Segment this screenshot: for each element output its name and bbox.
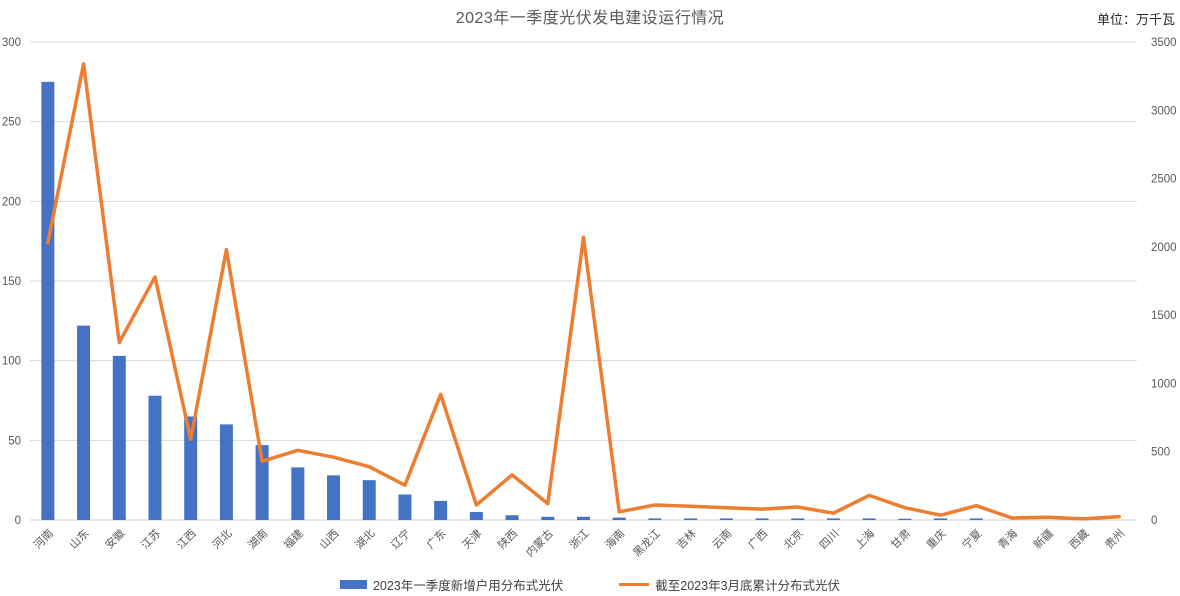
bar [148, 395, 162, 520]
x-axis-category-label: 北京 [780, 526, 805, 551]
right-axis-tick-label: 1500 [1151, 310, 1177, 322]
legend-item-line-series: 截至2023年3月底累计分布式光伏 [619, 575, 840, 594]
bar [755, 518, 769, 520]
x-axis-category-label: 黑龙江 [631, 527, 664, 560]
right-axis-tick-label: 500 [1151, 447, 1170, 459]
x-axis-category-label: 重庆 [923, 526, 948, 551]
x-axis-category-label: 四川 [818, 528, 842, 552]
x-axis-category-label: 宁夏 [959, 526, 984, 551]
x-axis-category-label: 浙江 [567, 527, 592, 552]
x-axis-category-label: 辽宁 [388, 526, 413, 551]
chart-title: 2023年一季度光伏发电建设运行情况 [455, 10, 725, 27]
bar [541, 516, 555, 520]
left-axis-tick-label: 250 [2, 117, 21, 129]
bar [77, 325, 91, 520]
legend: 2023年一季度新增户用分布式光伏 截至2023年3月底累计分布式光伏 [0, 575, 1180, 594]
x-axis-category-label: 河北 [210, 527, 235, 552]
bar [648, 518, 662, 520]
bar [255, 445, 269, 520]
x-axis-category-label: 海南 [602, 526, 627, 551]
bar [362, 480, 376, 520]
x-axis-category-label: 广东 [424, 527, 449, 552]
x-axis-category-label: 内蒙古 [523, 526, 556, 559]
bar-series-swatch-icon [339, 580, 367, 589]
x-axis-category-label: 江西 [174, 527, 199, 552]
plot-area: 0501001502002503000500100015002000250030… [2, 37, 1177, 560]
x-axis-category-label: 陕西 [495, 526, 520, 551]
bar [862, 518, 876, 520]
bar [112, 355, 126, 520]
right-axis-tick-label: 3500 [1151, 37, 1177, 49]
bar [291, 467, 305, 520]
bar-series-label: 2023年一季度新增户用分布式光伏 [372, 579, 564, 593]
x-axis-category-label: 吉林 [673, 526, 698, 551]
x-axis-category-label: 贵州 [1103, 527, 1128, 552]
right-axis-tick-label: 0 [1151, 515, 1157, 527]
x-axis-category-label: 湖南 [245, 527, 270, 552]
x-axis-category-label: 青海 [995, 526, 1020, 551]
x-axis-category-label: 江苏 [138, 527, 163, 552]
unit-label: 单位：万千瓦 [1096, 12, 1175, 27]
right-axis-tick-label: 2500 [1151, 174, 1177, 186]
left-axis-tick-label: 100 [2, 356, 21, 368]
bar [719, 518, 733, 520]
left-axis-tick-label: 200 [2, 196, 21, 208]
bar [41, 81, 55, 520]
x-axis-category-label: 天津 [460, 527, 485, 552]
right-axis-tick-label: 3000 [1151, 105, 1177, 117]
legend-item-bar-series: 2023年一季度新增户用分布式光伏 [339, 575, 564, 594]
bar [898, 518, 912, 520]
bar [826, 518, 840, 520]
bar [969, 518, 983, 520]
left-axis-tick-label: 300 [2, 37, 21, 49]
left-axis-tick-label: 50 [8, 435, 21, 447]
bar [327, 475, 341, 520]
bar [612, 517, 626, 520]
bar [219, 424, 233, 520]
x-axis-category-label: 西藏 [1067, 527, 1092, 552]
bar [791, 518, 805, 520]
bar [505, 515, 519, 520]
x-axis-category-label: 上海 [852, 526, 877, 551]
line-series-label: 截至2023年3月底累计分布式光伏 [655, 579, 841, 593]
bar [398, 494, 412, 520]
cumulative-line [46, 62, 1121, 521]
x-axis-category-label: 新疆 [1030, 526, 1055, 551]
x-axis-category-label: 安徽 [102, 526, 127, 551]
bar [934, 518, 948, 520]
x-axis-category-label: 河南 [31, 527, 56, 552]
bar [577, 516, 590, 520]
right-axis-tick-label: 1000 [1151, 378, 1177, 390]
x-axis-category-label: 云南 [710, 527, 735, 552]
right-axis-tick-label: 2000 [1151, 242, 1177, 254]
left-axis-tick-label: 150 [2, 276, 21, 288]
bar [434, 500, 448, 520]
left-axis-tick-label: 0 [15, 515, 21, 527]
x-axis-category-label: 福建 [280, 526, 305, 551]
bar [469, 512, 483, 520]
bar [184, 416, 198, 520]
x-axis-category-label: 山西 [317, 527, 342, 552]
x-axis-category-label: 甘肃 [888, 527, 913, 552]
x-axis-category-label: 湖北 [353, 527, 378, 552]
line-series-swatch-icon [619, 582, 650, 587]
x-axis-category-label: 广西 [745, 527, 770, 552]
x-axis-category-label: 山东 [67, 527, 92, 552]
bar [684, 518, 698, 520]
